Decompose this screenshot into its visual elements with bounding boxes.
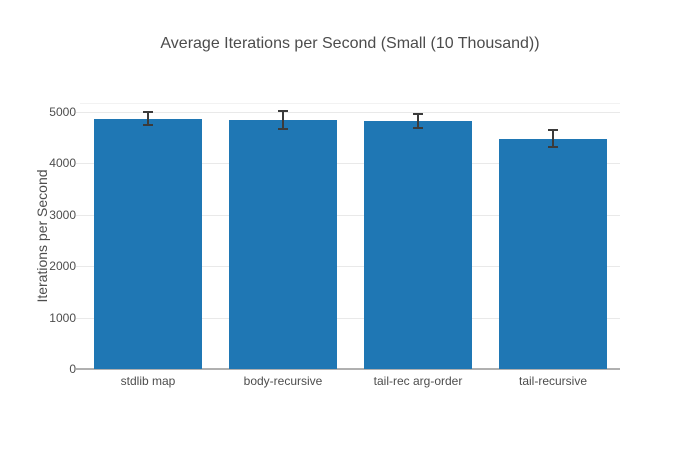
y-tick-label: 0 bbox=[69, 362, 76, 376]
bar-stdlib-map bbox=[94, 119, 202, 369]
error-bar-stdlib-map bbox=[143, 111, 153, 126]
gridline bbox=[76, 318, 620, 319]
bar-tail-rec-arg-order bbox=[364, 121, 472, 369]
x-tick-label-tail-rec-arg-order: tail-rec arg-order bbox=[373, 374, 463, 388]
gridline bbox=[76, 112, 620, 113]
gridline bbox=[76, 215, 620, 216]
bar-tail-recursive bbox=[499, 139, 607, 369]
error-bar-line bbox=[147, 113, 149, 124]
x-tick-label-stdlib-map: stdlib map bbox=[120, 374, 176, 388]
gridline bbox=[76, 163, 620, 164]
bar-body-recursive bbox=[229, 120, 337, 369]
plot-area-top-border bbox=[80, 103, 620, 104]
y-axis-title: Iterations per Second bbox=[34, 169, 50, 303]
chart-title: Average Iterations per Second (Small (10… bbox=[160, 35, 540, 52]
error-bar-line bbox=[552, 131, 554, 146]
x-tick-label-body-recursive: body-recursive bbox=[243, 374, 323, 388]
error-bar-line bbox=[282, 112, 284, 128]
error-bar-body-recursive bbox=[278, 110, 288, 130]
y-tick-label: 4000 bbox=[49, 156, 76, 170]
gridline bbox=[76, 266, 620, 267]
error-bar-line bbox=[417, 115, 419, 127]
x-axis-line bbox=[76, 368, 620, 370]
y-tick-label: 5000 bbox=[49, 105, 76, 119]
error-bar-tail-recursive bbox=[548, 129, 558, 148]
y-tick-label: 3000 bbox=[49, 208, 76, 222]
y-tick-label: 1000 bbox=[49, 311, 76, 325]
y-tick-label: 2000 bbox=[49, 259, 76, 273]
error-bar-tail-rec-arg-order bbox=[413, 113, 423, 129]
x-tick-label-tail-recursive: tail-recursive bbox=[518, 374, 588, 388]
